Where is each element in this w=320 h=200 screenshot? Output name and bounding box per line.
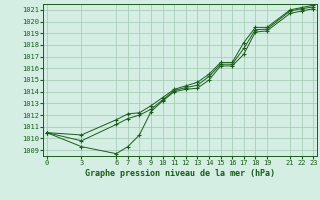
X-axis label: Graphe pression niveau de la mer (hPa): Graphe pression niveau de la mer (hPa) (85, 169, 275, 178)
